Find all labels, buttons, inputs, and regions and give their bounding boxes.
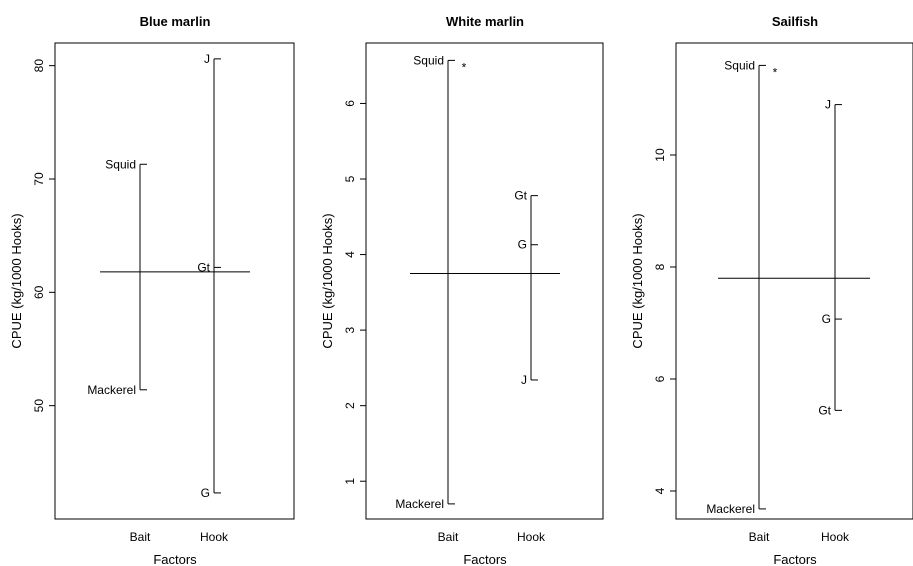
panel-3-title: Sailfish: [772, 14, 818, 29]
panel-3-y-axis-label: CPUE (kg/1000 Hooks): [630, 213, 645, 348]
panel-2-y-tick-label: 6: [343, 100, 357, 107]
panel-3-y-tick-label: 6: [653, 375, 667, 382]
panel-3-category-label-bait: Bait: [749, 530, 770, 544]
panel-2-category-label-hook: Hook: [517, 530, 546, 544]
panel-2-x-axis-label: Factors: [463, 552, 507, 566]
panel-3-x-axis-label: Factors: [773, 552, 817, 566]
panel-3-y-tick-label: 10: [653, 148, 667, 162]
panel-3-significance-star: *: [773, 65, 778, 79]
panel-2-y-tick-label: 4: [343, 251, 357, 258]
panel-1-level-label: G: [201, 486, 210, 500]
panel-3-level-label: Mackerel: [706, 502, 755, 516]
panel-1-category-label-bait: Bait: [130, 530, 151, 544]
panel-1-y-axis-label: CPUE (kg/1000 Hooks): [9, 213, 24, 348]
panel-2-level-label: G: [518, 238, 527, 252]
panel-3-category-label-hook: Hook: [821, 530, 850, 544]
panel-2-level-label: Mackerel: [395, 497, 444, 511]
panel-1-category-label-hook: Hook: [200, 530, 229, 544]
panel-2-level-label: Gt: [514, 189, 527, 203]
panel-2-significance-star: *: [462, 60, 467, 74]
panel-2-y-tick-label: 1: [343, 478, 357, 485]
panel-1-y-tick-label: 50: [32, 399, 46, 413]
panel-1-x-axis-label: Factors: [153, 552, 197, 566]
panel-1-level-label: J: [204, 52, 210, 66]
panel-2-y-axis-label: CPUE (kg/1000 Hooks): [320, 213, 335, 348]
panel-3-level-label: Squid: [724, 58, 755, 72]
panel-3-level-label: J: [825, 98, 831, 112]
panel-1-level-label: Gt: [197, 260, 210, 274]
panel-2-level-label: J: [521, 373, 527, 387]
panel-1-level-label: Squid: [105, 157, 136, 171]
panel-2-level-label: Squid: [413, 53, 444, 67]
panel-3-level-label: G: [822, 312, 831, 326]
panel-2-y-tick-label: 2: [343, 402, 357, 409]
panel-1-y-tick-label: 70: [32, 172, 46, 186]
panel-1-title: Blue marlin: [140, 14, 211, 29]
panel-2-plot-frame: [365, 42, 604, 520]
panel-2-title: White marlin: [446, 14, 524, 29]
panel-1-plot-frame: [54, 42, 295, 520]
panel-3-y-tick-label: 8: [653, 263, 667, 270]
panel-3-y-tick-label: 4: [653, 487, 667, 494]
panel-3-plot-frame: [675, 42, 913, 520]
panel-3-level-label: Gt: [818, 403, 831, 417]
panel-2-y-tick-label: 3: [343, 326, 357, 333]
panel-1-level-label: Mackerel: [87, 383, 136, 397]
panel-2-y-tick-label: 5: [343, 175, 357, 182]
panel-2-category-label-bait: Bait: [438, 530, 459, 544]
panel-1-y-tick-label: 60: [32, 285, 46, 299]
panel-1-y-tick-label: 80: [32, 59, 46, 73]
